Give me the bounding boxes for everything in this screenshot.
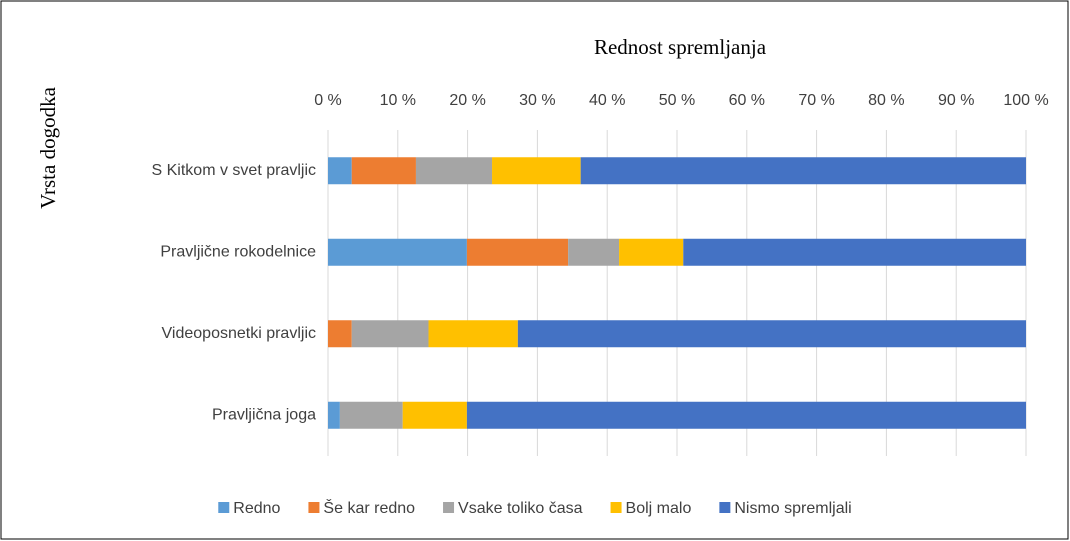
y-tick-label: S Kitkom v svet pravljic bbox=[152, 162, 316, 179]
bar-segment bbox=[492, 157, 581, 185]
x-tick-label: 80 % bbox=[868, 92, 904, 109]
x-axis-title: Rednost spremljanja bbox=[594, 35, 767, 59]
x-tick-label: 30 % bbox=[519, 92, 555, 109]
legend-label: Nismo spremljali bbox=[734, 500, 851, 517]
x-tick-label: 100 % bbox=[1003, 92, 1048, 109]
legend-swatch bbox=[443, 502, 455, 513]
x-tick-label: 40 % bbox=[589, 92, 625, 109]
legend-label: Bolj malo bbox=[626, 500, 692, 517]
y-tick-label: Pravljična joga bbox=[212, 406, 316, 423]
bar-segment bbox=[428, 320, 518, 348]
legend-swatch bbox=[308, 502, 320, 513]
x-tick-label: 50 % bbox=[659, 92, 695, 109]
x-tick-label: 20 % bbox=[449, 92, 485, 109]
bar-segment bbox=[466, 401, 1027, 429]
x-tick-label: 60 % bbox=[729, 92, 765, 109]
bar-segment bbox=[415, 157, 493, 185]
x-tick-label: 70 % bbox=[798, 92, 834, 109]
legend-label: Vsake toliko časa bbox=[458, 500, 583, 517]
bar-segment bbox=[351, 320, 429, 348]
y-axis-title: Vrsta dogodka bbox=[36, 86, 60, 208]
bar-segment bbox=[517, 320, 1026, 348]
legend-swatch bbox=[719, 502, 731, 513]
legend-swatch bbox=[218, 502, 230, 513]
x-tick-label: 0 % bbox=[314, 92, 342, 109]
bar-segment bbox=[619, 238, 684, 266]
x-tick-label: 10 % bbox=[380, 92, 416, 109]
bar-segment bbox=[339, 401, 403, 429]
bar-segment bbox=[351, 157, 416, 185]
bar-segment bbox=[683, 238, 1026, 266]
bar-segment bbox=[328, 238, 467, 266]
legend-swatch bbox=[610, 502, 622, 513]
x-tick-label: 90 % bbox=[938, 92, 974, 109]
y-tick-label: Pravljične rokodelnice bbox=[160, 243, 316, 260]
legend-label: Še kar redno bbox=[323, 498, 415, 517]
bar-segment bbox=[580, 157, 1026, 185]
bar-segment bbox=[568, 238, 620, 266]
bar-segment bbox=[328, 320, 352, 348]
bar-segment bbox=[328, 157, 352, 185]
bar-segment bbox=[328, 401, 340, 429]
y-tick-label: Videoposnetki pravljic bbox=[162, 325, 316, 342]
bar-segment bbox=[402, 401, 467, 429]
legend-label: Redno bbox=[233, 500, 280, 517]
bar-segment bbox=[466, 238, 569, 266]
